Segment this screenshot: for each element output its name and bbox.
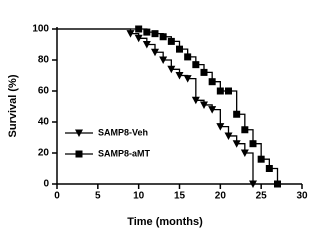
marker	[126, 30, 135, 38]
marker	[225, 87, 232, 95]
x-tick-label: 0	[54, 191, 60, 202]
x-axis-label: Time (months)	[127, 216, 203, 228]
y-tick-label: 20	[38, 148, 50, 159]
marker	[167, 65, 176, 74]
marker	[134, 34, 143, 43]
legend-label: SAMP8-Veh	[98, 127, 148, 137]
chart: Time (months) Survival (%) 0 20 40 60 80 100 0…	[7, 24, 308, 228]
marker	[216, 123, 225, 131]
marker	[265, 165, 273, 172]
legend-marker	[75, 129, 83, 137]
y-tick-label: 40	[38, 117, 50, 128]
marker	[257, 155, 265, 163]
marker	[191, 96, 200, 105]
marker	[175, 72, 184, 80]
x-tick-label: 15	[174, 191, 186, 202]
marker	[167, 37, 175, 45]
marker	[159, 33, 167, 41]
marker	[241, 126, 249, 134]
marker	[224, 132, 233, 140]
x-tick-label: 25	[256, 191, 268, 202]
y-tick-label: 0	[43, 179, 49, 190]
x-tick-label: 10	[133, 191, 145, 202]
y-axis-label: Survival (%)	[7, 74, 19, 137]
marker	[274, 180, 281, 188]
x-tick-label: 30	[296, 191, 308, 202]
marker	[208, 106, 217, 114]
marker	[240, 149, 249, 157]
marker	[192, 61, 200, 69]
marker	[176, 45, 183, 53]
marker	[200, 68, 208, 76]
x-tick-label: 20	[215, 191, 227, 202]
marker	[216, 87, 224, 95]
y-tick-label: 80	[38, 55, 50, 66]
y-tick-label: 100	[32, 24, 49, 35]
x-tick-label: 5	[95, 191, 101, 202]
marker	[184, 53, 192, 61]
y-tick-label: 60	[38, 86, 50, 97]
marker	[142, 41, 151, 49]
marker	[135, 25, 143, 33]
marker	[151, 48, 159, 57]
marker	[233, 110, 241, 118]
marker	[208, 78, 216, 86]
marker	[200, 101, 208, 109]
legend-label: SAMP8-aMT	[98, 148, 151, 158]
marker	[249, 180, 257, 188]
marker	[232, 140, 241, 148]
survival-line	[57, 28, 279, 184]
marker	[143, 28, 151, 36]
marker	[183, 75, 192, 83]
marker	[151, 30, 159, 38]
marker	[159, 56, 168, 64]
marker	[249, 140, 257, 148]
legend-marker	[75, 150, 83, 158]
